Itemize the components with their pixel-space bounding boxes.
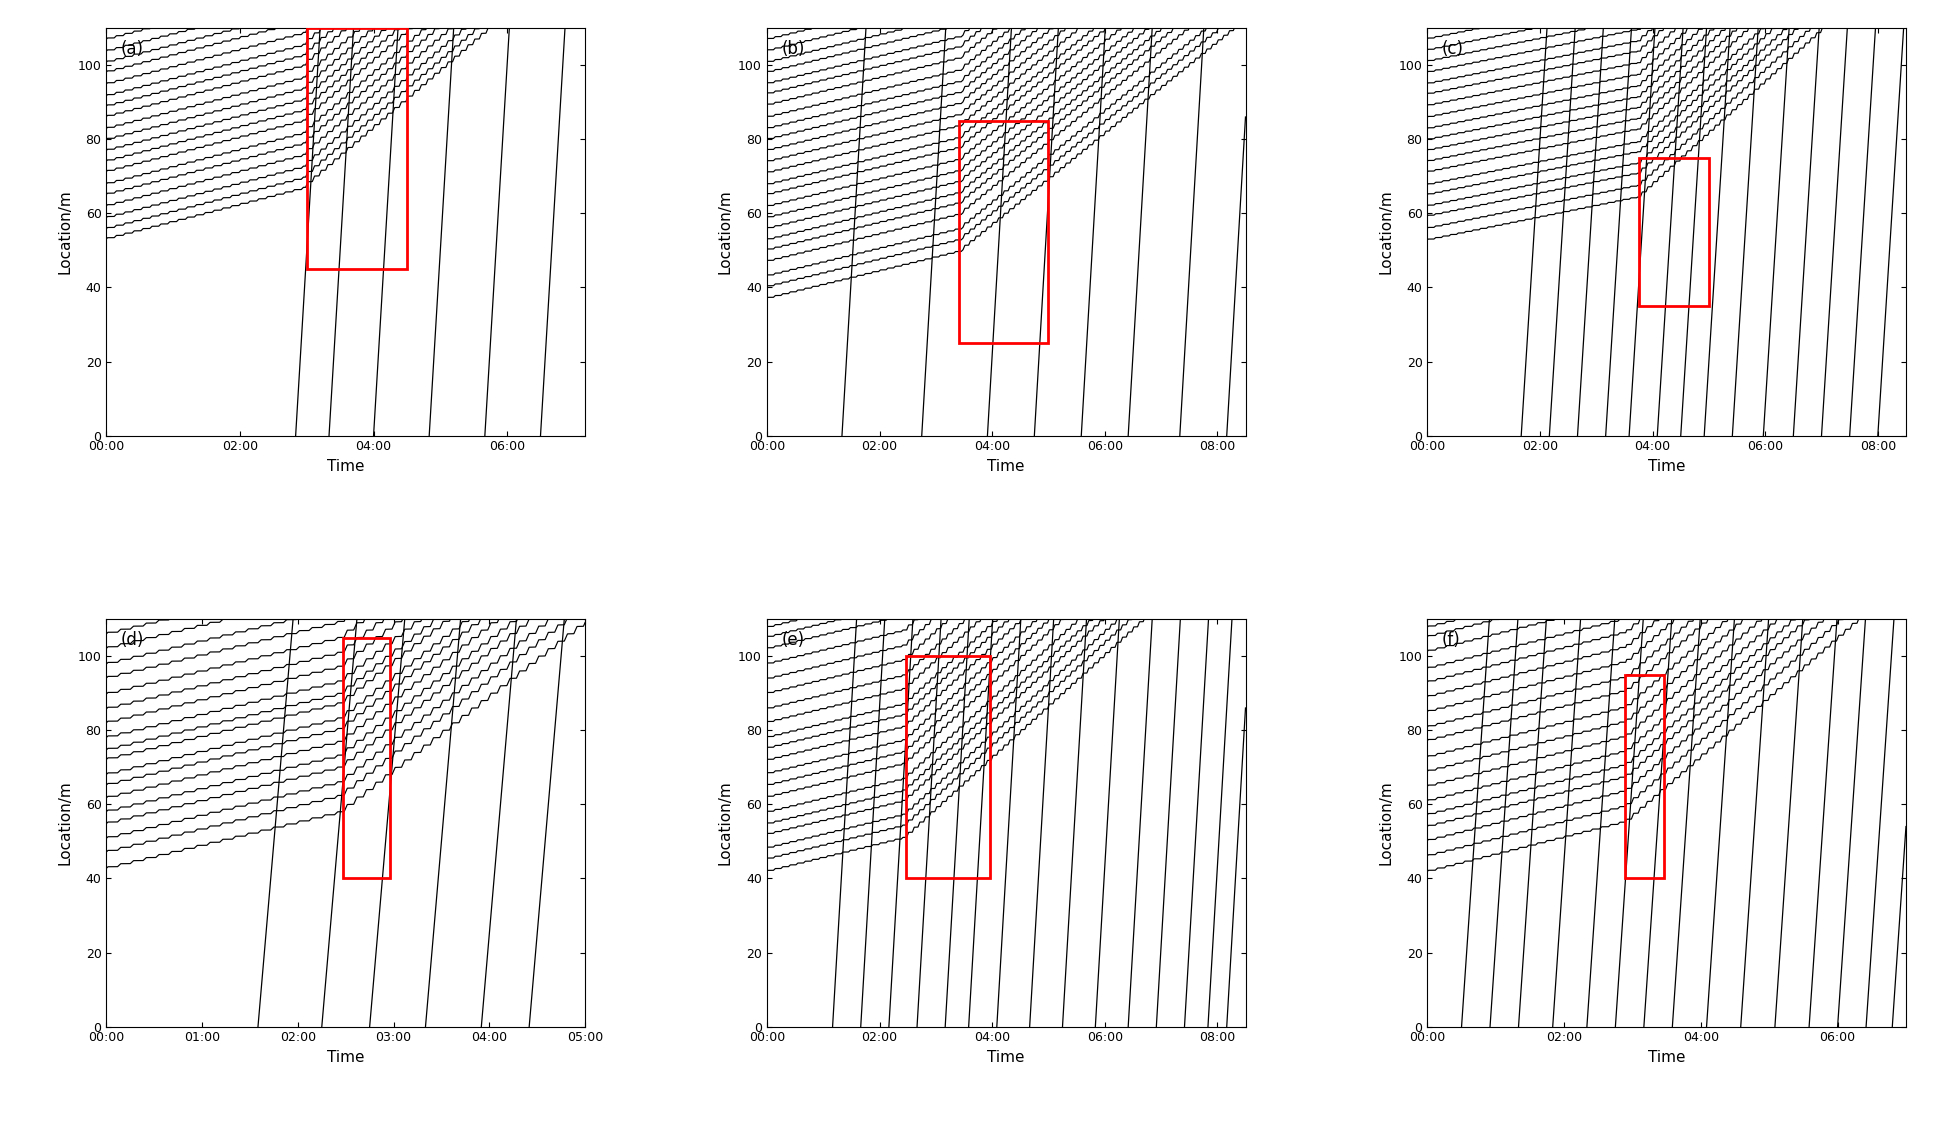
X-axis label: Time: Time [1649, 1050, 1685, 1065]
X-axis label: Time: Time [987, 459, 1026, 475]
Text: (f): (f) [1442, 632, 1461, 650]
Bar [1625, 674, 1664, 879]
X-axis label: Time: Time [327, 459, 364, 475]
Y-axis label: Location/m: Location/m [1378, 190, 1393, 274]
Y-axis label: Location/m: Location/m [58, 781, 72, 865]
Bar [342, 637, 391, 879]
Bar [1639, 158, 1709, 306]
Bar [308, 28, 406, 269]
Text: (d): (d) [120, 632, 145, 650]
X-axis label: Time: Time [987, 1050, 1026, 1065]
Y-axis label: Location/m: Location/m [58, 190, 72, 274]
Text: (e): (e) [782, 632, 805, 650]
Text: (c): (c) [1442, 40, 1463, 58]
X-axis label: Time: Time [1649, 459, 1685, 475]
Bar [906, 656, 991, 879]
Text: (b): (b) [782, 40, 805, 58]
Text: (a): (a) [120, 40, 143, 58]
X-axis label: Time: Time [327, 1050, 364, 1065]
Y-axis label: Location/m: Location/m [718, 190, 733, 274]
Y-axis label: Location/m: Location/m [718, 781, 733, 865]
Bar [960, 121, 1049, 343]
Y-axis label: Location/m: Location/m [1378, 781, 1393, 865]
